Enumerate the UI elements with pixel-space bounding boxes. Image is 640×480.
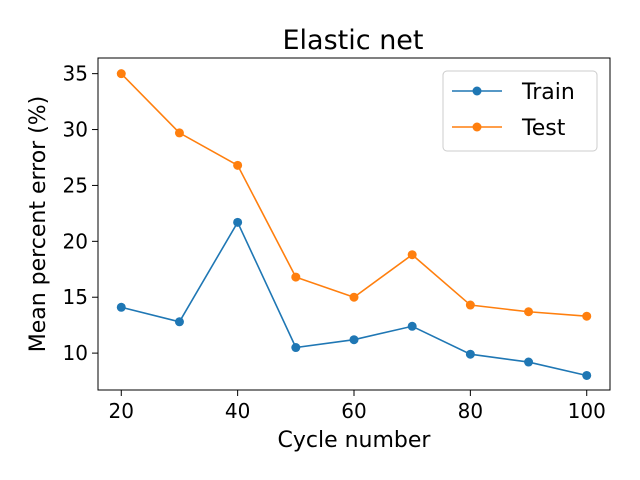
data-point-train xyxy=(116,302,126,312)
x-tick-label: 100 xyxy=(568,399,606,423)
data-point-train xyxy=(524,357,534,367)
data-point-train xyxy=(174,317,184,327)
data-point-test xyxy=(233,160,243,170)
data-point-train xyxy=(291,343,301,353)
data-point-test xyxy=(582,311,592,321)
y-tick-label: 35 xyxy=(63,62,88,86)
data-point-train xyxy=(233,217,243,227)
data-point-train xyxy=(465,349,475,359)
chart-title: Elastic net xyxy=(283,25,424,56)
x-tick-label: 40 xyxy=(225,399,250,423)
data-point-train xyxy=(407,321,417,331)
x-axis-label: Cycle number xyxy=(278,428,432,453)
x-tick-label: 60 xyxy=(341,399,366,423)
data-point-train xyxy=(582,370,592,380)
data-point-test xyxy=(116,69,126,79)
legend: Train Test xyxy=(442,70,598,152)
y-tick-label: 25 xyxy=(63,173,88,197)
data-point-test xyxy=(524,307,534,317)
legend-marker-train xyxy=(472,86,482,96)
data-point-test xyxy=(291,272,301,282)
legend-marker-test xyxy=(472,122,482,132)
y-tick-label: 10 xyxy=(63,341,88,365)
data-point-test xyxy=(349,292,359,302)
plot-area xyxy=(116,69,592,380)
x-tick-label: 20 xyxy=(109,399,134,423)
data-point-test xyxy=(174,128,184,138)
data-point-test xyxy=(465,300,475,310)
y-tick-label: 30 xyxy=(63,118,88,142)
legend-label-train: Train xyxy=(521,80,575,105)
legend-label-test: Test xyxy=(521,116,566,141)
y-tick-label: 15 xyxy=(63,285,88,309)
x-tick-label: 80 xyxy=(458,399,483,423)
data-point-test xyxy=(407,250,417,260)
data-point-train xyxy=(349,335,359,345)
y-axis-label: Mean percent error (%) xyxy=(26,96,51,353)
y-tick-label: 20 xyxy=(63,229,88,253)
